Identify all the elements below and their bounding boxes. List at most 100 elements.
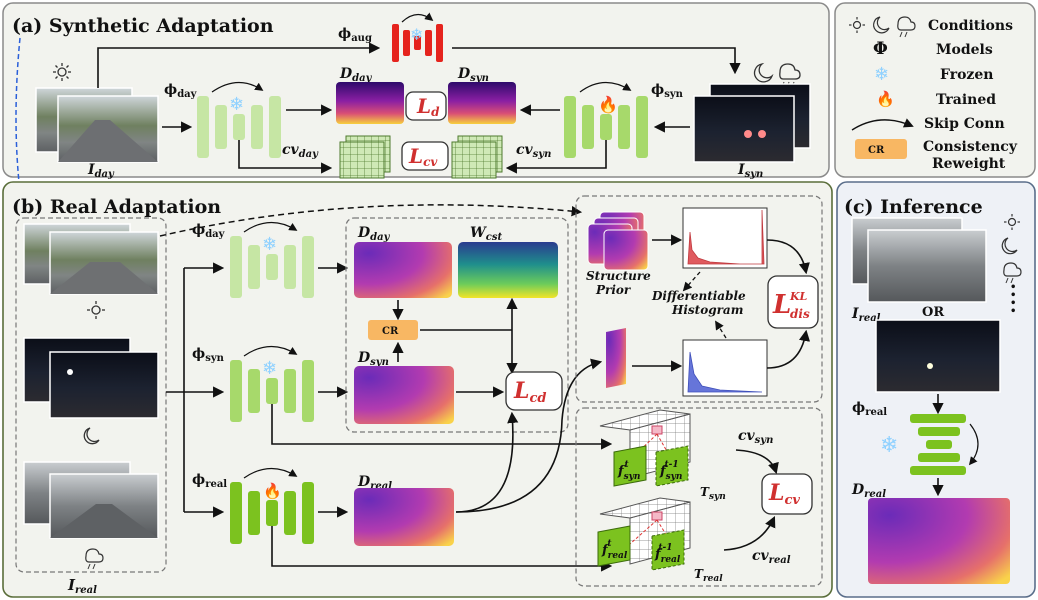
ellipsis-dots: • • • • [1010,282,1016,317]
loss-dis-sup: KL [789,290,808,303]
legend-snowflake-icon: ❄ [874,64,889,85]
depth-map-real [354,488,454,546]
legend-conditions: Conditions [928,18,1013,34]
label-f-real-t1: frealt-1 [654,543,681,565]
depth-map-day-b [354,242,452,298]
histogram-real [682,339,768,397]
arrow-real-to-hist [455,358,603,513]
section-title-real: (b) Real Adaptation [12,196,221,218]
depth-map-day-a [336,82,404,124]
snowflake-icon: ❄ [262,234,277,255]
distribution-group [575,195,823,403]
legend-fire-icon: 🔥 [876,90,895,108]
model-real-inference [910,414,979,475]
sun-icon [87,301,105,319]
label-i-day: Iday [87,162,115,180]
cr-text: CR [382,326,399,337]
legend-cr-text: CR [868,145,885,156]
label-phi-syn-b: ϕsyn [192,346,225,364]
transfer-arrow [13,37,25,195]
loss-dis-box [767,275,819,329]
snowflake-icon: ❄ [262,358,277,379]
loss-cd-box [505,371,563,411]
label-i-real: Ireal [67,576,97,596]
arrow-to-aug [97,42,381,88]
label-cv-day-a: cvday [282,142,319,160]
legend-cr-box [855,139,907,159]
loss-cd-label: Lcd [513,378,546,406]
cr-box [368,320,418,340]
fire-icon: 🔥 [263,482,282,500]
label-t-syn: Tsyn [700,485,726,502]
panel-real-adaptation: (b) Real Adaptation Ireal [2,181,833,598]
section-title-inference: (c) Inference [844,196,983,218]
model-real-trained: 🔥 [230,467,314,544]
input-images-group [15,217,167,573]
legend-rain-icon [897,16,916,38]
loss-depth-label: Ld [416,94,440,119]
label-phi-real-c: ϕreal [852,400,887,418]
label-d-real: Dreal [357,474,392,492]
loss-cv-box-b [761,473,813,515]
label-structure: Structure [586,269,651,283]
legend-moon-icon [873,16,890,34]
label-cv-syn-a: cvsyn [516,142,551,160]
label-t-real: Treal [694,567,723,584]
cost-volume-day-a [339,135,391,179]
image-real-rain [23,461,159,539]
label-phi-syn-a: ϕsyn [651,82,684,100]
label-cv-real-b: cvreal [752,548,791,566]
arrow [238,140,333,174]
moon-icon [753,62,774,83]
label-phi-aug: ϕaug [338,26,372,44]
panel-synthetic-adaptation: (a) Synthetic Adaptation Iday ϕaug [2,2,830,180]
feature-real [597,525,685,571]
label-i-real-c: Ireal [851,306,881,324]
fire-icon: 🔥 [598,95,618,114]
legend-consistency: Consistency [923,139,1018,155]
legend-panel: Conditions Φ Models ❄ Frozen 🔥 Trained S… [834,2,1036,178]
section-title-synthetic: (a) Synthetic Adaptation [12,15,274,37]
label-w-cst: Wcst [470,225,502,243]
cost-volume-group [575,407,823,587]
label-histogram: Histogram [671,303,743,317]
depth-map-syn-b [354,366,454,424]
image-syn-stack [693,83,811,163]
legend-reweight: Reweight [932,156,1006,172]
label-d-day-b: Dday [357,225,391,243]
legend-models: Models [936,42,993,58]
label-phi-day-b: ϕday [192,222,226,240]
feature-syn [613,445,689,487]
arrow [766,239,810,275]
depth-map-inference [868,498,1010,584]
label-differentiable: Differentiable [651,289,746,303]
model-day-frozen-a: ❄ [197,81,281,158]
snowflake-icon: ❄ [880,433,898,458]
image-inference-stack [851,217,987,303]
model-syn-frozen-b: ❄ [230,345,314,422]
rain-icon [1003,262,1022,284]
model-aug-frozen: ❄ [392,12,443,62]
moon-icon [83,427,100,445]
legend-trained: Trained [936,92,996,108]
legend-frozen: Frozen [940,67,993,83]
legend-skip: Skip Conn [924,116,1005,132]
loss-cv-label-a: Lcv [408,144,438,169]
model-syn-trained-a: 🔥 [564,81,648,158]
label-d-real-c: Dreal [851,482,886,500]
snowflake-icon: ❄ [229,94,244,115]
sun-icon [1004,214,1020,230]
loss-depth-box [405,91,447,121]
image-day-stack [35,87,159,163]
arrow-cv-syn [271,404,613,450]
image-real-day [23,223,159,295]
cost-volume-syn-a [451,135,503,179]
arrow [505,140,607,174]
arrow [735,449,779,475]
label-i-syn: Isyn [737,162,763,180]
label-f-syn-t1: fsynt-1 [659,460,682,482]
structure-prior-stack [587,211,649,271]
label-prior: Prior [595,283,632,297]
label-f-real-t: frealt [601,539,628,561]
